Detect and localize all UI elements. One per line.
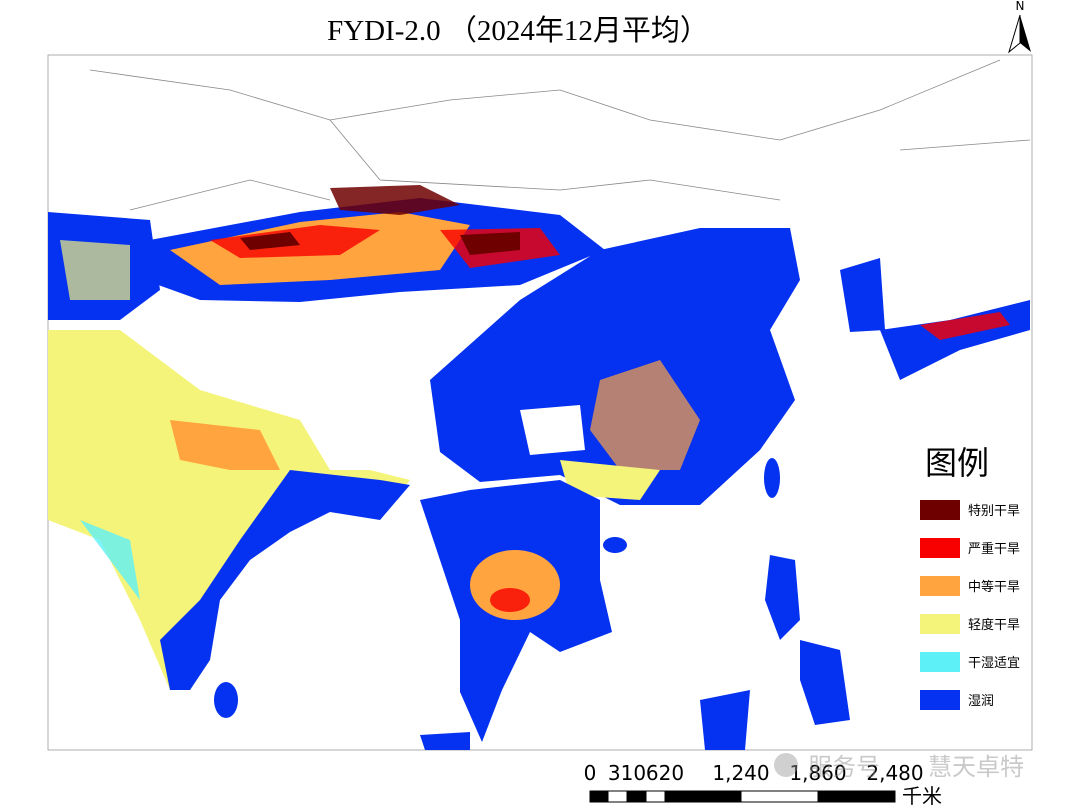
north-arrow: N (1008, 0, 1031, 54)
legend-label: 轻度干旱 (968, 617, 1020, 633)
scale-segment (817, 790, 896, 803)
legend-label: 湿润 (968, 694, 994, 709)
scale-segment (664, 790, 742, 803)
scale-label: 2,480 (866, 761, 923, 785)
legend-swatch (920, 500, 960, 520)
legend-label: 中等干旱 (968, 579, 1020, 595)
map (47, 54, 1033, 751)
legend-label: 严重干旱 (968, 541, 1020, 557)
scale-unit: 千米 (902, 784, 942, 808)
scale-label: 310 (608, 761, 646, 785)
watermark-brand: 慧天卓特 (928, 753, 1024, 781)
legend-title: 图例 (925, 444, 989, 482)
legend-swatch (920, 652, 960, 672)
scale-label: 0 (584, 761, 597, 785)
watermark: 服务号 慧天卓特 (774, 753, 1024, 781)
legend-label: 干湿适宜 (968, 656, 1020, 671)
scale-segment (607, 790, 628, 803)
scale-label: 620 (646, 761, 684, 785)
legend-swatch (920, 690, 960, 710)
legend-swatch (920, 538, 960, 558)
legend-label: 特别干旱 (968, 504, 1020, 519)
scale-segment (645, 790, 666, 803)
watermark-service: 服务号 (808, 753, 880, 781)
scale-label: 1,860 (789, 761, 846, 785)
title: FYDI-2.0 （2024年12月平均） (327, 14, 709, 47)
scale-segment (589, 790, 609, 803)
scale-label: 1,240 (712, 761, 769, 785)
north-label: N (1016, 0, 1025, 13)
legend-swatch (920, 614, 960, 634)
scale-segment (740, 790, 819, 803)
legend-swatch (920, 576, 960, 596)
scale-segment (626, 790, 647, 803)
